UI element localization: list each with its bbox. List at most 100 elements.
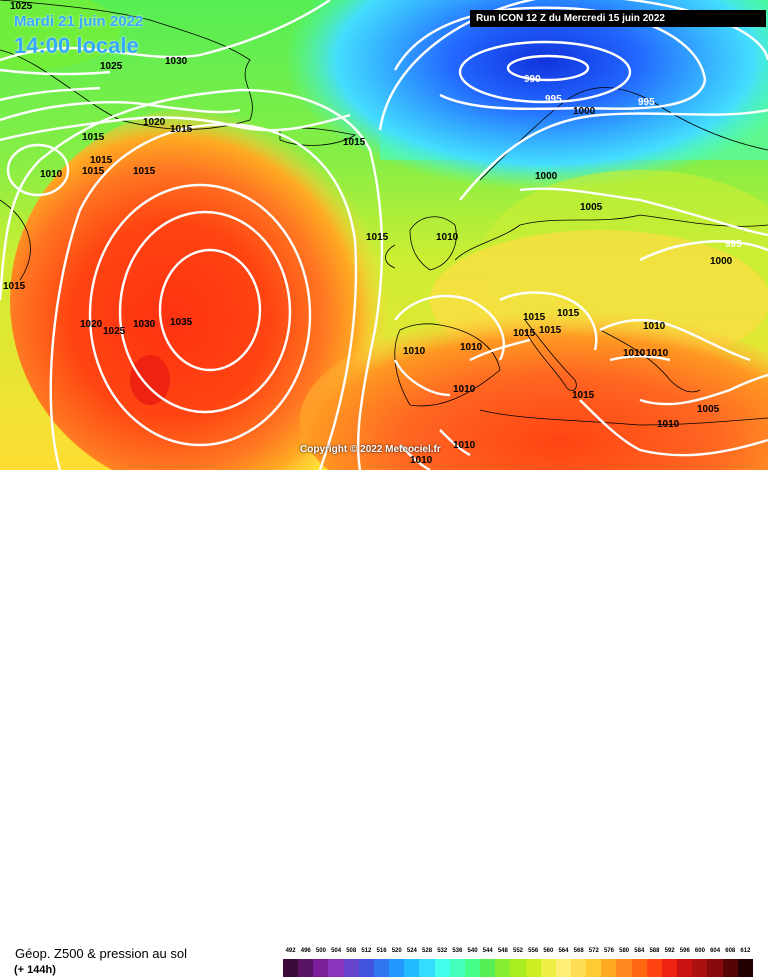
scale-swatch xyxy=(555,959,571,977)
isobar-label: 1000 xyxy=(535,171,558,182)
scale-label: 496 xyxy=(300,948,311,954)
scale-swatch xyxy=(525,959,541,977)
isobar-label: 1005 xyxy=(697,404,720,415)
isobar-label: 1015 xyxy=(557,308,580,319)
scale-swatch xyxy=(722,959,738,977)
scale-label: 516 xyxy=(376,948,387,954)
scale-label: 500 xyxy=(315,948,326,954)
isobar-label: 1015 xyxy=(3,281,26,292)
scale-label: 528 xyxy=(422,948,433,954)
scale-swatch xyxy=(601,959,617,977)
scale-swatch xyxy=(434,959,450,977)
scale-swatch xyxy=(328,959,344,977)
scale-label: 540 xyxy=(467,948,478,954)
forecast-local-time: 14:00 locale xyxy=(14,33,139,58)
scale-label: 600 xyxy=(694,948,705,954)
isobar-label: 1015 xyxy=(513,328,536,339)
isobar-label: 1010 xyxy=(453,384,476,395)
isobar-label: 995 xyxy=(545,94,562,105)
isobar-label: 1010 xyxy=(460,342,483,353)
isobar-label: 1030 xyxy=(165,56,188,67)
scale-swatch xyxy=(692,959,708,977)
isobar-label: 1015 xyxy=(82,166,105,177)
isobar-label: 1025 xyxy=(103,326,126,337)
scale-label: 560 xyxy=(543,948,554,954)
scale-swatch xyxy=(373,959,390,977)
isobars xyxy=(0,0,768,470)
color-scale-bar xyxy=(283,959,753,977)
isobar-label: 1020 xyxy=(80,319,103,330)
isobar-label: 1020 xyxy=(143,117,166,128)
scale-swatch xyxy=(480,959,496,977)
legend-footer: Géop. Z500 & pression au sol (+ 144h) 49… xyxy=(0,470,768,977)
scale-swatch xyxy=(570,959,587,977)
scale-swatch xyxy=(616,959,632,977)
scale-label: 596 xyxy=(679,948,690,954)
isobar-label: 1005 xyxy=(580,202,603,213)
scale-label: 492 xyxy=(285,948,296,954)
isobar-label: 1015 xyxy=(539,325,562,336)
scale-swatch xyxy=(737,959,753,977)
isobar-label: 995 xyxy=(638,97,655,108)
copyright-text: Copyright © 2022 Meteociel.fr xyxy=(300,444,441,455)
isobar-label: 1015 xyxy=(343,137,366,148)
scale-label: 572 xyxy=(588,948,599,954)
scale-label: 568 xyxy=(573,948,584,954)
isobar-label: 1025 xyxy=(10,1,33,12)
isobar-label: 1015 xyxy=(90,155,113,166)
scale-label: 524 xyxy=(406,948,417,954)
isobar-label: 1010 xyxy=(643,321,666,332)
isobar-label: 1015 xyxy=(170,124,193,135)
scale-label: 604 xyxy=(710,948,721,954)
scale-label: 556 xyxy=(528,948,539,954)
scale-swatch xyxy=(358,959,374,977)
scale-label: 552 xyxy=(513,948,524,954)
model-run-info: Run ICON 12 Z du Mercredi 15 juin 2022 xyxy=(470,10,766,27)
scale-swatch xyxy=(298,959,314,977)
isobar-label: 990 xyxy=(524,74,541,85)
isobar-label: 1010 xyxy=(436,232,459,243)
scale-label: 504 xyxy=(331,948,342,954)
isobar-label: 1015 xyxy=(82,132,105,143)
weather-map: 1025 1030 1025 1020 1015 1015 1015 1015 1015 1010… xyxy=(0,0,768,470)
isobar-label: 995 xyxy=(725,239,742,250)
scale-swatch xyxy=(419,959,435,977)
coastlines xyxy=(0,0,768,426)
scale-label: 612 xyxy=(740,948,751,954)
scale-label: 508 xyxy=(346,948,357,954)
scale-swatch xyxy=(464,959,481,977)
isobar-label: 1010 xyxy=(410,455,433,466)
forecast-step: (+ 144h) xyxy=(14,964,56,976)
scale-swatch xyxy=(283,959,299,977)
scale-label: 512 xyxy=(361,948,372,954)
scale-swatch xyxy=(389,959,405,977)
scale-swatch xyxy=(631,959,647,977)
scale-label: 584 xyxy=(634,948,645,954)
isobar-label: 1030 xyxy=(133,319,156,330)
isobar-label: 1000 xyxy=(710,256,733,267)
isobar-label: 1015 xyxy=(133,166,156,177)
scale-label: 544 xyxy=(482,948,493,954)
scale-label: 608 xyxy=(725,948,736,954)
isobar-label: 1010 xyxy=(40,169,63,180)
scale-label: 592 xyxy=(664,948,675,954)
scale-swatch xyxy=(707,959,723,977)
scale-label: 532 xyxy=(437,948,448,954)
scale-swatch xyxy=(343,959,359,977)
isobar-label: 1010 xyxy=(646,348,669,359)
scale-swatch xyxy=(646,959,662,977)
scale-swatch xyxy=(661,959,678,977)
scale-swatch xyxy=(313,959,329,977)
isobar-label: 1035 xyxy=(170,317,193,328)
isobar-label: 1000 xyxy=(573,106,596,117)
scale-swatch xyxy=(404,959,420,977)
scale-label: 536 xyxy=(452,948,463,954)
scale-label: 576 xyxy=(603,948,614,954)
scale-label: 520 xyxy=(391,948,402,954)
isobar-label: 1015 xyxy=(572,390,595,401)
color-scale-labels: 492 496 500 504 508 512 516 520 524 528 532 536 540 5… xyxy=(283,948,753,958)
isobar-label: 1010 xyxy=(657,419,680,430)
scale-swatch xyxy=(449,959,465,977)
scale-swatch xyxy=(495,959,511,977)
scale-label: 588 xyxy=(649,948,660,954)
